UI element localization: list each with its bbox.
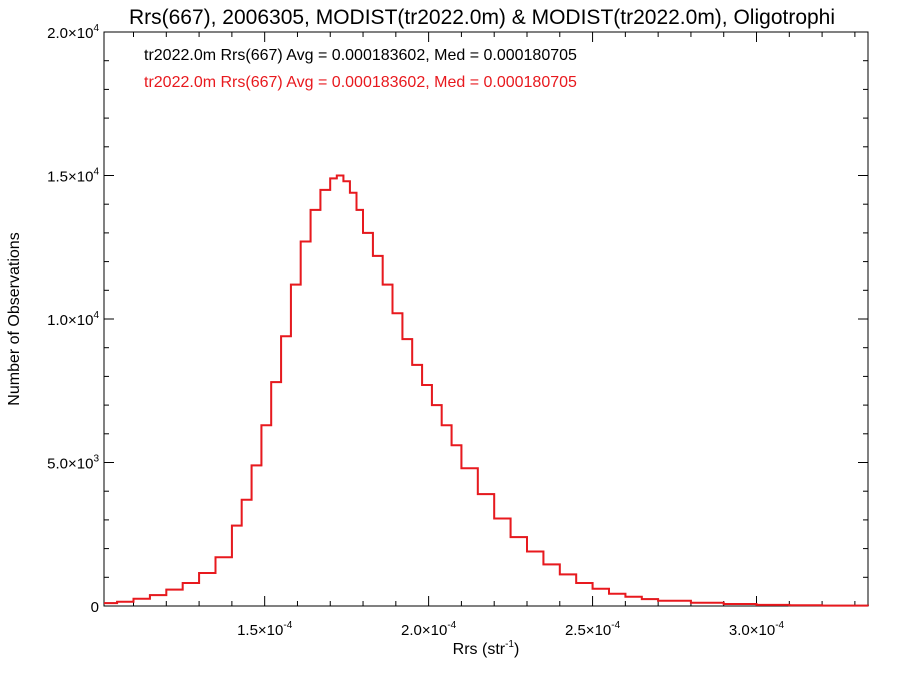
legend: tr2022.0m Rrs(667) Avg = 0.000183602, Me… — [144, 47, 577, 91]
series-layer — [104, 174, 869, 607]
y-tick-exponent: 4 — [93, 310, 99, 321]
y-tick-exponent: 4 — [93, 167, 99, 178]
x-tick-label: 1.5×10-4 — [237, 620, 293, 639]
y-tick-label: 2.0×104 — [47, 23, 99, 42]
x-axis-label-close: ) — [514, 641, 519, 658]
x-axis-ticks: 1.5×10-4 2.0×10-4 2.5×10-4 3.0×10-4 — [133, 32, 856, 639]
x-tick-label: 3.0×10-4 — [729, 620, 785, 639]
x-tick-mantissa: 2.5×10 — [565, 622, 611, 639]
chart-title: Rrs(667), 2006305, MODIST(tr2022.0m) & M… — [129, 6, 835, 29]
x-tick-label: 2.0×10-4 — [401, 620, 457, 639]
y-tick-exponent: 3 — [93, 454, 99, 465]
x-tick-mantissa: 1.5×10 — [237, 622, 283, 639]
y-tick-mantissa: 1.0×10 — [47, 312, 93, 329]
series-line-1 — [104, 174, 869, 607]
x-tick-exponent: -4 — [611, 620, 620, 631]
y-tick-mantissa: 5.0×10 — [47, 456, 93, 473]
x-tick-exponent: -4 — [283, 620, 292, 631]
y-tick-label: 1.5×104 — [47, 167, 99, 186]
x-tick-label: 2.5×10-4 — [565, 620, 621, 639]
plot-frame — [103, 31, 869, 607]
y-tick-exponent: 4 — [93, 23, 99, 34]
y-tick-label: 5.0×103 — [47, 454, 99, 473]
y-tick-mantissa: 1.5×10 — [47, 169, 93, 186]
x-tick-mantissa: 3.0×10 — [729, 622, 775, 639]
y-tick-mantissa: 2.0×10 — [47, 25, 93, 42]
legend-entry-1: tr2022.0m Rrs(667) Avg = 0.000183602, Me… — [144, 47, 577, 64]
x-axis-label-text: Rrs (str — [453, 641, 506, 658]
y-tick-label: 1.0×104 — [47, 310, 99, 329]
y-axis-label: Number of Observations — [6, 232, 23, 405]
x-axis-label: Rrs (str-1) — [453, 639, 520, 658]
x-tick-exponent: -4 — [775, 620, 784, 631]
x-tick-mantissa: 2.0×10 — [401, 622, 447, 639]
legend-entry-2: tr2022.0m Rrs(667) Avg = 0.000183602, Me… — [144, 74, 577, 91]
x-tick-exponent: -4 — [447, 620, 456, 631]
x-axis-label-superscript: -1 — [505, 639, 514, 650]
y-tick-label: 0 — [91, 599, 99, 616]
series-line-2 — [104, 174, 869, 607]
